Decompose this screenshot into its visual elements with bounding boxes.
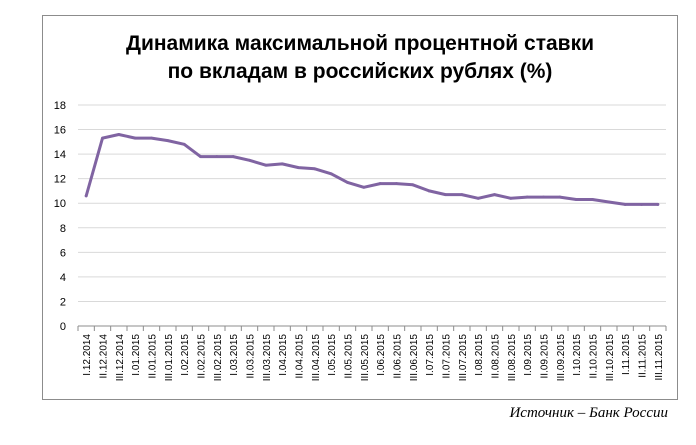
x-tick-label: I.07.2015 [425, 334, 436, 376]
series-group [84, 133, 660, 206]
data-point [607, 200, 611, 204]
source-note: Источник – Банк России [509, 405, 668, 421]
gridlines [78, 104, 666, 302]
data-point [640, 203, 643, 206]
x-tick-label: I.11.2015 [621, 334, 632, 375]
x-tick-label: III.11.2015 [654, 334, 665, 381]
data-point [411, 183, 415, 187]
x-tick-label: II.07.2015 [442, 334, 453, 379]
x-axis-tick-labels: I.12.2014 II.12.2014 III.12.2014 I.01.2015 I… [82, 334, 665, 382]
data-point [395, 182, 398, 185]
data-point [329, 172, 333, 176]
chart-title-line-2: по вкладам в российских рублях (%) [167, 60, 553, 83]
x-tick-label: III.12.2014 [115, 334, 126, 382]
data-point [231, 155, 235, 158]
x-tick-label: II.12.2014 [99, 334, 110, 379]
x-tick-label: I.09.2015 [523, 334, 534, 376]
x-tick-label: III.03.2015 [262, 334, 273, 382]
data-point [150, 136, 153, 140]
data-point [542, 195, 545, 199]
chart-title: Динамика максимальной процентной ставки … [42, 30, 678, 86]
x-tick-label: III.01.2015 [164, 334, 175, 382]
x-tick-label: I.06.2015 [376, 334, 387, 376]
x-tick-label: II.11.2015 [638, 334, 649, 378]
y-tick-label: 18 [54, 100, 66, 112]
x-tick-label: II.09.2015 [540, 334, 551, 379]
chart-title-line-1: Динамика максимальной процентной ставки [125, 32, 595, 55]
x-tick-label: III.05.2015 [360, 334, 371, 382]
data-point [346, 180, 349, 184]
y-tick-label: 16 [54, 125, 66, 137]
chart-area [42, 15, 678, 400]
x-tick-label: III.10.2015 [605, 334, 616, 382]
x-axis-tick-marks [77, 326, 667, 331]
data-point [199, 155, 202, 158]
data-point [476, 196, 480, 200]
y-tick-label: 6 [60, 247, 66, 259]
x-tick-label: I.10.2015 [572, 334, 583, 376]
x-tick-label: II.03.2015 [246, 334, 257, 379]
x-tick-label: III.07.2015 [458, 334, 469, 382]
x-tick-label: II.02.2015 [197, 334, 208, 379]
x-tick-label: II.04.2015 [295, 334, 306, 379]
y-tick-label: 14 [54, 149, 66, 161]
x-tick-label: I.04.2015 [278, 334, 289, 376]
data-point [509, 196, 513, 200]
data-point [133, 136, 137, 140]
y-axis-tick-labels: 0 2 4 6 8 10 12 14 16 18 [54, 100, 66, 333]
data-point [558, 195, 562, 199]
x-tick-label: I.08.2015 [474, 334, 485, 376]
x-tick-label: III.06.2015 [409, 334, 420, 382]
data-point [101, 136, 104, 140]
data-point [166, 139, 170, 143]
x-tick-label: I.03.2015 [229, 334, 240, 376]
data-point [493, 193, 496, 197]
data-point [460, 193, 464, 197]
x-tick-label: II.05.2015 [344, 334, 355, 379]
data-point [444, 193, 447, 197]
x-tick-label: II.10.2015 [589, 334, 600, 379]
data-point [215, 155, 219, 158]
y-tick-label: 10 [54, 198, 66, 210]
series-line [84, 133, 660, 206]
data-point [378, 182, 382, 185]
x-tick-label: I.02.2015 [180, 334, 191, 376]
data-point [362, 185, 366, 189]
y-tick-label: 8 [60, 223, 66, 235]
data-point [313, 167, 317, 171]
x-tick-label: I.01.2015 [131, 334, 142, 376]
y-tick-label: 0 [60, 321, 66, 333]
x-tick-label: II.01.2015 [148, 334, 159, 379]
data-point [297, 166, 300, 170]
data-point [656, 203, 660, 206]
data-point [280, 162, 284, 166]
data-point [623, 203, 627, 206]
data-point [525, 195, 529, 199]
data-point [182, 142, 186, 146]
x-tick-label: II.08.2015 [491, 334, 502, 379]
data-point [574, 198, 578, 201]
x-tick-label: III.04.2015 [311, 334, 322, 382]
data-point [591, 198, 594, 201]
x-tick-label: III.02.2015 [213, 334, 224, 382]
data-point [117, 133, 121, 136]
data-point [427, 189, 431, 193]
y-tick-label: 12 [54, 174, 66, 186]
x-tick-label: I.12.2014 [82, 334, 93, 376]
x-tick-label: I.05.2015 [327, 334, 338, 376]
y-tick-label: 2 [60, 296, 66, 308]
y-tick-label: 4 [60, 272, 66, 284]
data-point [84, 194, 88, 198]
data-point [248, 158, 251, 162]
x-tick-label: III.08.2015 [507, 334, 518, 382]
data-point [264, 163, 268, 167]
x-tick-label: II.06.2015 [393, 334, 404, 379]
x-tick-label: III.09.2015 [556, 334, 567, 382]
